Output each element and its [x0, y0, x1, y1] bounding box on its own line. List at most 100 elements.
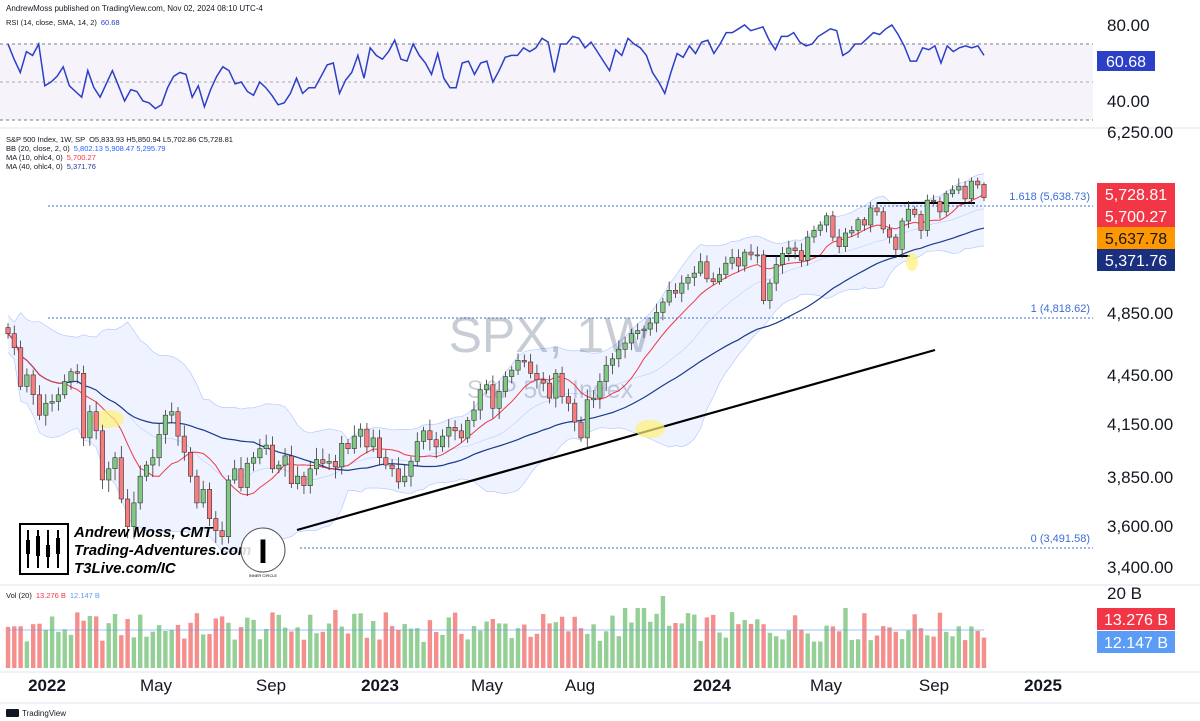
candle-body: [798, 250, 804, 261]
volume-bar: [566, 631, 571, 668]
volume-bar: [163, 631, 168, 668]
candle-body: [628, 333, 634, 344]
tag-ma10: 5,700.27: [1105, 209, 1167, 226]
candle-body: [433, 439, 439, 448]
candle-body: [584, 399, 590, 439]
candle-body: [131, 502, 137, 527]
volume-tag-1: 13.276 B: [1104, 612, 1168, 629]
volume-bar: [226, 622, 231, 668]
candle-body: [975, 180, 981, 186]
volume-bar: [893, 631, 898, 668]
candle-body: [943, 193, 949, 213]
candle-body: [150, 457, 156, 466]
candle-body: [99, 430, 105, 481]
volume-bar: [333, 610, 338, 668]
candle-body: [263, 444, 269, 450]
candle-body: [49, 401, 55, 404]
volume-bar: [597, 640, 603, 668]
candle-body: [465, 420, 471, 439]
candle-body: [55, 394, 61, 402]
candle-body: [735, 257, 741, 267]
candle-body: [546, 382, 552, 399]
volume-bar: [100, 640, 105, 668]
volume-bar: [553, 622, 558, 668]
candle-body: [276, 464, 282, 470]
candle-body: [257, 448, 263, 459]
candle-body: [742, 251, 748, 267]
candle-body: [811, 230, 817, 238]
volume-bar: [371, 621, 376, 668]
volume-bar: [918, 628, 924, 668]
rsi-axis-80: 80.00: [1107, 16, 1150, 35]
volume-bar: [717, 632, 722, 668]
candle-body: [30, 374, 36, 395]
volume-bar: [792, 615, 798, 668]
candle-body: [691, 272, 697, 278]
volume-bar: [830, 626, 836, 668]
price-axis-6250: 6,250.00: [1107, 123, 1173, 142]
volume-bar: [408, 628, 414, 668]
price-legend: S&P 500 Index, 1W, SP O5,833.93 H5,850.94…: [6, 135, 233, 171]
candle-body: [521, 360, 527, 363]
volume-bar: [289, 631, 294, 668]
volume-bar: [547, 623, 552, 668]
candle-body: [748, 251, 754, 256]
candle-body: [761, 254, 767, 301]
volume-bar: [667, 625, 672, 668]
candle-body: [93, 411, 99, 432]
volume-bar: [213, 618, 218, 668]
bollinger-bands: [7, 173, 985, 554]
volume-bar: [981, 637, 987, 668]
branding-site1: Trading-Adventures.com: [74, 542, 251, 559]
volume-bar: [950, 636, 955, 668]
candle-body: [62, 381, 68, 396]
volume-bar: [31, 624, 36, 668]
candle-body: [106, 468, 112, 481]
volume-bar: [496, 623, 502, 668]
candle-body: [660, 301, 666, 313]
candle-body: [452, 426, 458, 432]
volume-bar: [711, 614, 716, 668]
candle-body: [269, 444, 275, 470]
candle-body: [868, 207, 874, 226]
candle-body: [358, 428, 364, 437]
candle-body: [144, 464, 150, 477]
candle-body: [666, 289, 672, 303]
volume-bar: [377, 639, 382, 668]
candle-body: [11, 333, 17, 349]
candle-body: [339, 442, 345, 468]
volume-bar: [534, 633, 540, 668]
candle-body: [515, 360, 521, 371]
candle-body: [855, 219, 861, 231]
volume-bar: [257, 639, 263, 668]
candle-body: [880, 211, 886, 230]
candle-body: [389, 464, 395, 470]
candle-body: [792, 247, 798, 252]
rsi-line: [7, 23, 985, 110]
price-axis-4450: 4,450.00: [1107, 366, 1173, 385]
candle-body: [912, 208, 918, 215]
volume-bar: [301, 639, 307, 668]
volume-bar: [56, 631, 61, 668]
volume-bar: [956, 626, 961, 668]
candle-body: [232, 468, 238, 481]
volume-bar: [68, 634, 74, 668]
rsi-value-tag: [1097, 51, 1155, 71]
volume-bar: [282, 627, 288, 668]
candle-body: [716, 274, 722, 282]
volume-bar: [925, 635, 930, 668]
volume-bar: [434, 632, 439, 668]
candle-body: [137, 475, 143, 504]
volume-bar: [629, 622, 634, 668]
ma40-line: [7, 227, 985, 472]
candle-body: [924, 199, 930, 231]
volume-bar: [175, 624, 181, 668]
volume-bar: [345, 633, 351, 668]
candle-body: [251, 457, 257, 464]
candle-body: [893, 236, 899, 250]
candle-body: [490, 384, 496, 409]
candle-body: [194, 475, 200, 504]
candle-body: [414, 441, 420, 462]
candle-body: [421, 430, 427, 442]
candle-body: [5, 327, 11, 335]
